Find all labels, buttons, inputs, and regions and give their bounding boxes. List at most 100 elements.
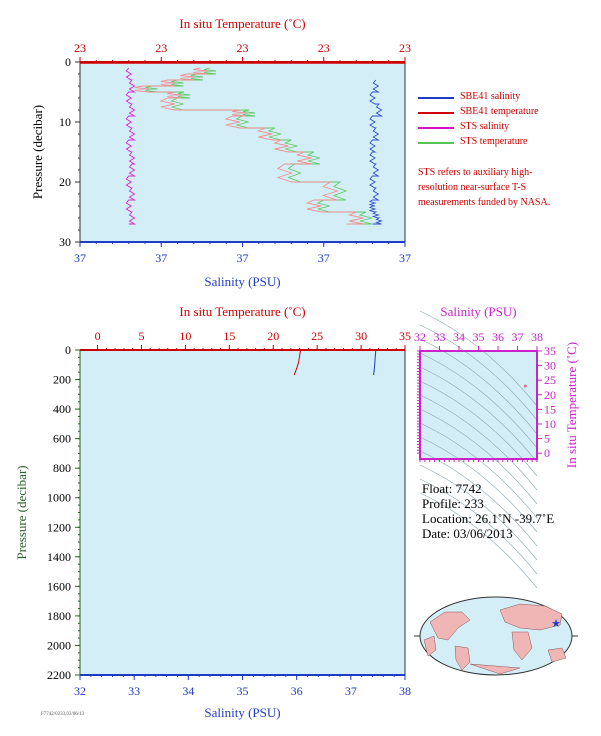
ts-salinity-tick-label: 37 — [512, 330, 524, 344]
top-temperature-tick-label: 23 — [399, 41, 411, 55]
ts-density-contour — [419, 478, 538, 575]
bottom-series-salinity — [373, 349, 377, 376]
bottom-plot-area — [79, 349, 406, 676]
ts-density-contours — [419, 310, 538, 589]
bottom-temperature-tick-label: 35 — [399, 329, 411, 343]
sts-note: STS refers to auxiliary high-resolution … — [418, 167, 551, 208]
world-map-land — [511, 631, 533, 661]
bottom-salinity-tick-label: 34 — [182, 684, 194, 698]
bottom-salinity-tick-label: 38 — [399, 684, 411, 698]
bottom-pressure-tick-label: 800 — [53, 461, 71, 475]
bottom-temperature-tick-label: 10 — [179, 329, 191, 343]
legend-swatch-sts-salinity — [418, 127, 454, 129]
ts-density-contour — [419, 394, 538, 491]
bottom-salinity-tick-label: 37 — [345, 684, 357, 698]
bottom-temperature-tick-label: 30 — [355, 329, 367, 343]
world-map-land — [547, 647, 567, 663]
top-temperature-tick-label: 23 — [74, 41, 86, 55]
ts-density-contour — [419, 324, 538, 421]
world-map: ★ — [414, 596, 578, 676]
top-pressure-tick-label: 10 — [59, 115, 71, 129]
ts-salinity-tick-label: 38 — [531, 330, 543, 344]
ts-salinity-tick-label: 33 — [434, 330, 446, 344]
bottom-pressure-tick-label: 1000 — [47, 491, 71, 505]
bottom-temperature-tick-label: 20 — [267, 329, 279, 343]
world-map-land — [469, 663, 521, 675]
top-temperature-tick-label: 23 — [237, 41, 249, 55]
series-sbe41-salinity — [368, 79, 384, 225]
bottom-pressure-tick-label: 2200 — [47, 668, 71, 682]
top-temperature-tick-label: 23 — [155, 41, 167, 55]
ts-density-contour — [419, 464, 538, 561]
ts-density-contour — [419, 408, 538, 505]
bottom-pressure-tick-label: 200 — [53, 373, 71, 387]
ts-temperature-tick-label: 35 — [544, 344, 556, 358]
bottom-pressure-tick-label: 1200 — [47, 520, 71, 534]
legend-label: SBE41 temperature — [460, 106, 539, 117]
top-salinity-tick-label: 37 — [155, 251, 167, 265]
bottom-temperature-axis-title: In situ Temperature (˚C) — [179, 304, 305, 319]
ts-temperature-tick-label: 5 — [544, 432, 550, 446]
bottom-pressure-tick-label: 1800 — [47, 609, 71, 623]
ts-plot-area — [419, 350, 538, 460]
bottom-pressure-tick-label: 600 — [53, 432, 71, 446]
date: Date: 03/06/2013 — [422, 526, 513, 541]
ts-density-contour — [419, 310, 538, 407]
float-id: Float: 7742 — [422, 481, 482, 496]
ts-data-point — [523, 384, 527, 388]
ts-temperature-axis-title: In situ Temperature (˚C) — [564, 342, 579, 468]
ts-density-contour — [419, 366, 538, 463]
bottom-temperature-tick-label: 0 — [95, 329, 101, 343]
world-map-land — [454, 645, 471, 671]
top-temperature-axis-title: In situ Temperature (˚C) — [179, 16, 305, 31]
top-salinity-tick-label: 37 — [399, 251, 411, 265]
ts-density-contour — [419, 422, 538, 519]
bottom-salinity-tick-label: 33 — [128, 684, 140, 698]
bottom-series-temperature — [293, 349, 301, 376]
bottom-pressure-tick-label: 400 — [53, 402, 71, 416]
ts-density-contour — [419, 338, 538, 435]
ts-salinity-tick-label: 32 — [414, 330, 426, 344]
series-sts-temperature — [145, 67, 373, 225]
world-map-land — [499, 603, 563, 631]
footer-stamp: F7742/0233,03/06/13 — [41, 712, 85, 717]
bottom-pressure-tick-label: 0 — [65, 343, 71, 357]
bottom-temperature-tick-label: 15 — [223, 329, 235, 343]
ts-density-contour — [419, 492, 538, 589]
bottom-salinity-tick-label: 32 — [74, 684, 86, 698]
legend-label: STS temperature — [460, 136, 528, 147]
ts-density-contour — [419, 436, 538, 533]
bottom-pressure-tick-label: 1600 — [47, 579, 71, 593]
top-series-group — [80, 62, 405, 225]
bottom-temperature-tick-label: 25 — [311, 329, 323, 343]
ts-temperature-tick-label: 25 — [544, 373, 556, 387]
top-temperature-tick-label: 23 — [318, 41, 330, 55]
ts-temperature-tick-label: 10 — [544, 417, 556, 431]
legend-label: STS salinity — [460, 121, 510, 132]
bottom-pressure-tick-label: 2000 — [47, 638, 71, 652]
ts-temperature-tick-label: 0 — [544, 446, 550, 460]
float-position-marker: ★ — [551, 618, 561, 630]
bottom-temperature-tick-label: 5 — [138, 329, 144, 343]
ts-temperature-tick-label: 30 — [544, 359, 556, 373]
legend-swatch-sbe41-salinity — [418, 97, 454, 99]
ts-salinity-tick-label: 34 — [453, 330, 465, 344]
legend-label: SBE41 salinity — [460, 91, 521, 102]
ts-density-contour — [419, 352, 538, 449]
float-info: Float: 7742 Profile: 233 Location: 26.1˚… — [422, 481, 554, 541]
location: Location: 26.1˚N -39.7˚E — [422, 511, 555, 526]
world-map-land — [423, 635, 437, 657]
top-salinity-tick-label: 37 — [318, 251, 330, 265]
series-sts-salinity — [125, 67, 137, 225]
ts-salinity-tick-label: 36 — [492, 330, 504, 344]
top-pressure-tick-label: 0 — [65, 55, 71, 69]
ts-salinity-tick-label: 35 — [473, 330, 485, 344]
legend-swatch-sbe41-temperature — [418, 112, 454, 114]
top-pressure-tick-label: 20 — [59, 175, 71, 189]
bottom-salinity-tick-label: 36 — [291, 684, 303, 698]
bottom-salinity-axis-title: Salinity (PSU) — [204, 705, 280, 720]
bottom-pressure-tick-label: 1400 — [47, 550, 71, 564]
ts-density-contour — [419, 380, 538, 477]
ts-temperature-tick-label: 15 — [544, 402, 556, 416]
